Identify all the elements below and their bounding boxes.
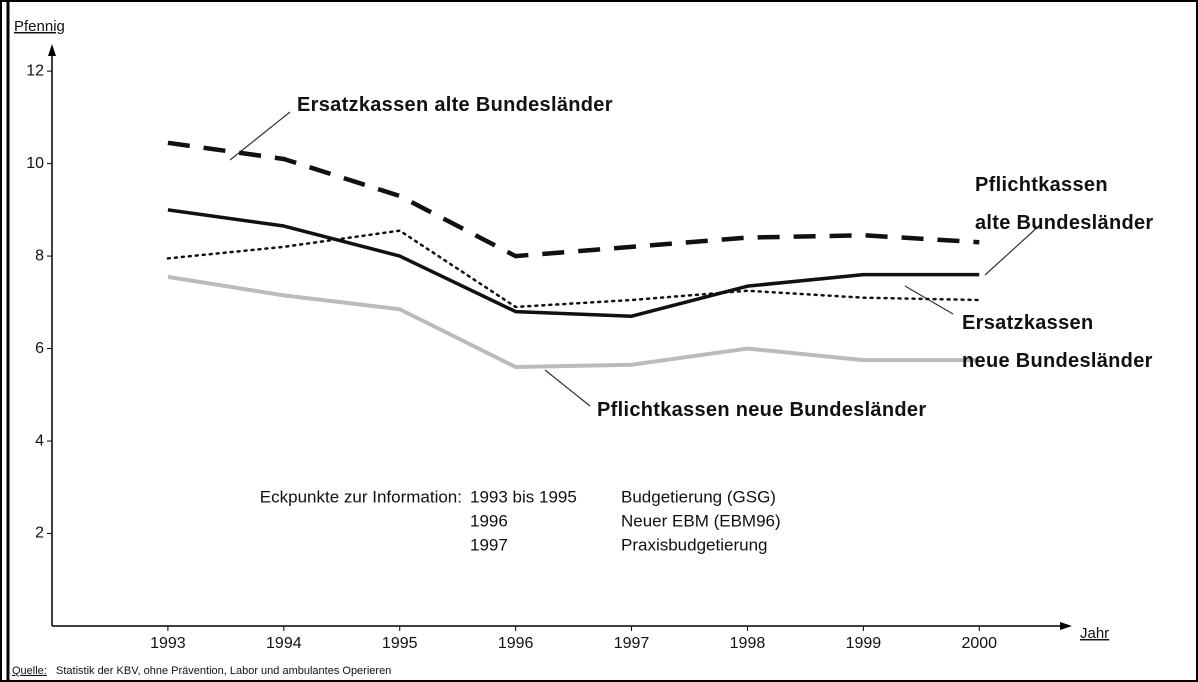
leader-line bbox=[229, 111, 291, 161]
series-line bbox=[166, 229, 981, 309]
x-tick-label: 1997 bbox=[614, 635, 650, 652]
x-tick-label: 1993 bbox=[150, 635, 186, 652]
source: Statistik der KBV, ohne Prävention, Labo… bbox=[56, 665, 391, 677]
y-tick-label: 4 bbox=[35, 432, 44, 449]
series-label: Pflichtkassen alte Bundesländer bbox=[975, 174, 1154, 234]
notes-cell: 1997 bbox=[470, 535, 508, 554]
y-tick-label: 12 bbox=[26, 62, 44, 79]
y-tick-label: 8 bbox=[35, 247, 44, 264]
x-tick-label: 1995 bbox=[382, 635, 418, 652]
source-label: Quelle: bbox=[12, 665, 47, 677]
y-axis-arrow bbox=[48, 44, 56, 56]
x-axis-label: Jahr bbox=[1080, 625, 1109, 642]
notes-cell: Neuer EBM (EBM96) bbox=[621, 511, 781, 530]
y-tick-label: 10 bbox=[26, 155, 44, 172]
series-label: Ersatzkassen alte Bundesländer bbox=[297, 94, 613, 116]
x-tick-label: 2000 bbox=[961, 635, 997, 652]
series-line bbox=[167, 208, 980, 318]
notes-cell: 1993 bis 1995 bbox=[470, 487, 577, 506]
series-label: Pflichtkassen neue Bundesländer bbox=[597, 399, 927, 421]
x-axis-arrow bbox=[1060, 622, 1072, 630]
x-tick-label: 1994 bbox=[266, 635, 302, 652]
y-tick-label: 6 bbox=[35, 340, 44, 357]
notes-cell: 1996 bbox=[470, 511, 508, 530]
x-tick-label: 1996 bbox=[498, 635, 534, 652]
notes-cell: Praxisbudgetierung bbox=[621, 535, 767, 554]
y-tick-label: 2 bbox=[35, 525, 44, 542]
notes-title: Eckpunkte zur Information: bbox=[260, 487, 462, 506]
series-line bbox=[167, 274, 980, 370]
y-axis-label: Pfennig bbox=[14, 18, 65, 35]
leader-line bbox=[544, 369, 591, 407]
notes-cell: Budgetierung (GSG) bbox=[621, 487, 776, 506]
series-label: Ersatzkassen neue Bundesländer bbox=[962, 312, 1153, 372]
leader-line bbox=[984, 224, 1041, 276]
x-tick-label: 1998 bbox=[730, 635, 766, 652]
x-tick-label: 1999 bbox=[846, 635, 882, 652]
series-line bbox=[167, 140, 980, 259]
